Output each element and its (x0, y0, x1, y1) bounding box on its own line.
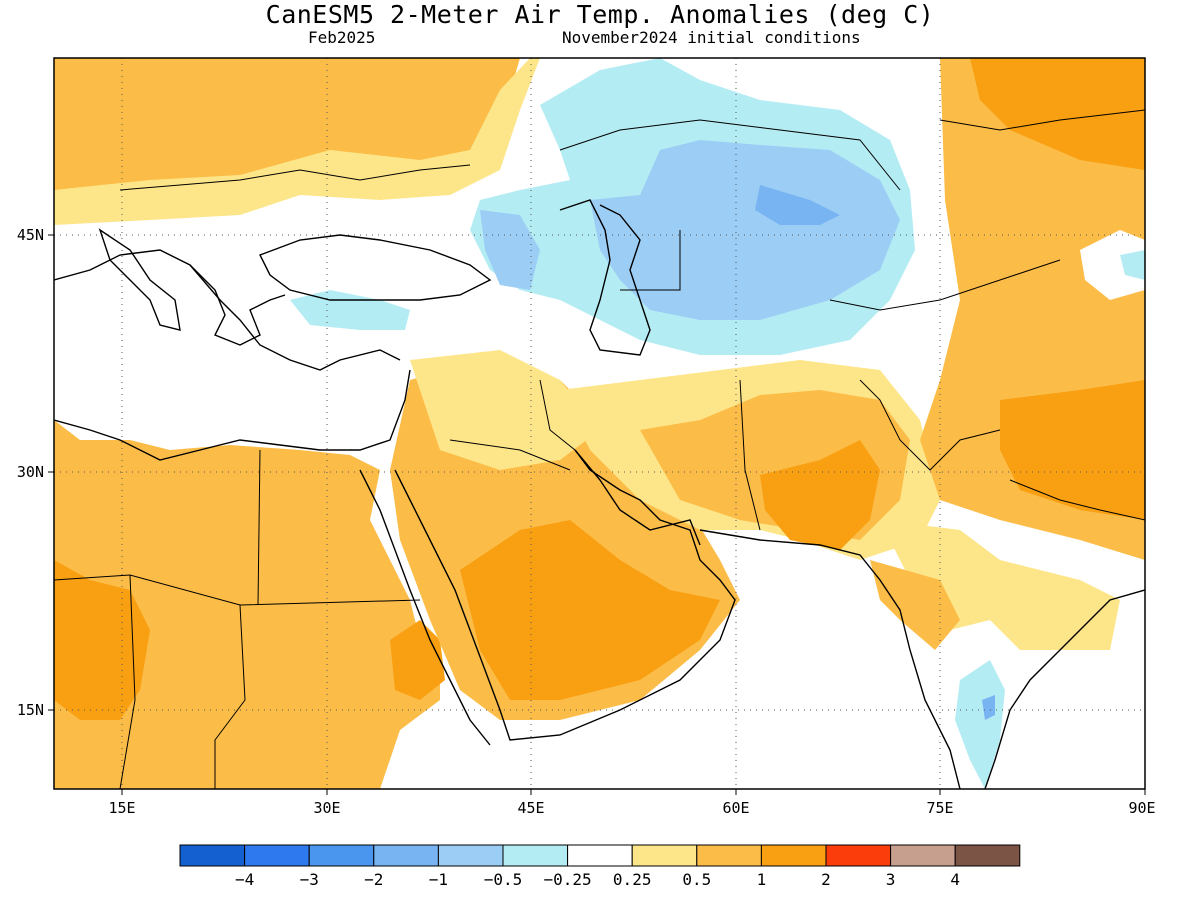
lon-tick-label: 45E (517, 799, 544, 817)
colorbar-label: 2 (821, 870, 831, 889)
colorbar-label: 0.5 (682, 870, 711, 889)
india-warm-0.5 (870, 560, 960, 650)
colorbar-label: 0.25 (613, 870, 652, 889)
lat-tick-label: 15N (17, 701, 44, 719)
colorbar-swatch (954, 844, 1021, 867)
colorbar-swatch (631, 844, 698, 867)
africa-warm-1 (54, 560, 150, 720)
colorbar-label: −4 (235, 870, 254, 889)
central-asia-cool-0.5 (590, 140, 900, 320)
colorbar-swatch (244, 844, 310, 867)
colorbar-label: 4 (950, 870, 960, 889)
caucasus-cool (480, 210, 540, 290)
europe-warm-1 (54, 58, 540, 225)
tibet-cool-0.5 (1120, 250, 1145, 280)
coastlines (54, 199, 1145, 789)
colorbar-label: −2 (364, 870, 383, 889)
colorbar-swatch (825, 844, 892, 867)
colorbar-label: 3 (886, 870, 896, 889)
colorbar-label: 1 (757, 870, 767, 889)
south-india-cool (955, 660, 1005, 789)
mongolia-warm-1 (970, 58, 1145, 170)
tibet-cool-0.25 (1080, 230, 1145, 300)
colorbar-label: −0.5 (484, 870, 523, 889)
colorbar-swatch (308, 844, 375, 867)
colorbar-label: −1 (429, 870, 448, 889)
colorbar-swatch (502, 844, 569, 867)
south-india-cool-inner (982, 695, 995, 720)
tibet-warm-1 (1000, 380, 1145, 520)
lat-tick-labels: 45N 30N 15N (17, 226, 44, 719)
lon-tick-label: 90E (1128, 799, 1155, 817)
lon-tick-label: 60E (722, 799, 749, 817)
lon-tick-label: 75E (926, 799, 953, 817)
colorbar-label: −0.25 (544, 870, 592, 889)
colorbar: −4 −3 −2 −1 −0.5 −0.25 0.25 0.5 1 2 3 4 (179, 844, 1021, 889)
init-conditions-label: November2024 initial conditions (562, 28, 861, 47)
africa-warm-1b (390, 620, 445, 700)
lat-tick-label: 30N (17, 463, 44, 481)
europe-warm-0.5 (54, 58, 520, 210)
lon-tick-label: 15E (108, 799, 135, 817)
colorbar-label: −3 (300, 870, 319, 889)
colorbar-swatch (890, 844, 956, 867)
central-asia-cool-1 (755, 185, 840, 225)
colorbar-swatch (437, 844, 504, 867)
lon-tick-label: 30E (313, 799, 340, 817)
levant-warm-0.25 (410, 350, 600, 470)
anomaly-fields (54, 58, 1145, 789)
colorbar-swatch (760, 844, 827, 867)
axis-ticks (48, 234, 1146, 795)
valid-month-label: Feb2025 (308, 28, 376, 47)
colorbar-swatch (373, 844, 439, 867)
map-title: CanESM5 2-Meter Air Temp. Anomalies (deg… (265, 0, 935, 29)
map-frame (53, 57, 1146, 790)
pakistan-warm-1 (760, 440, 880, 550)
colorbar-swatch (179, 844, 246, 867)
colorbar-swatch (696, 844, 762, 867)
colorbar-swatch (567, 844, 633, 867)
lat-tick-label: 45N (17, 226, 44, 244)
arabia-warm-1 (460, 520, 720, 700)
lon-tick-labels: 15E 30E 45E 60E 75E 90E (108, 799, 1155, 817)
country-borders (54, 109, 1145, 789)
